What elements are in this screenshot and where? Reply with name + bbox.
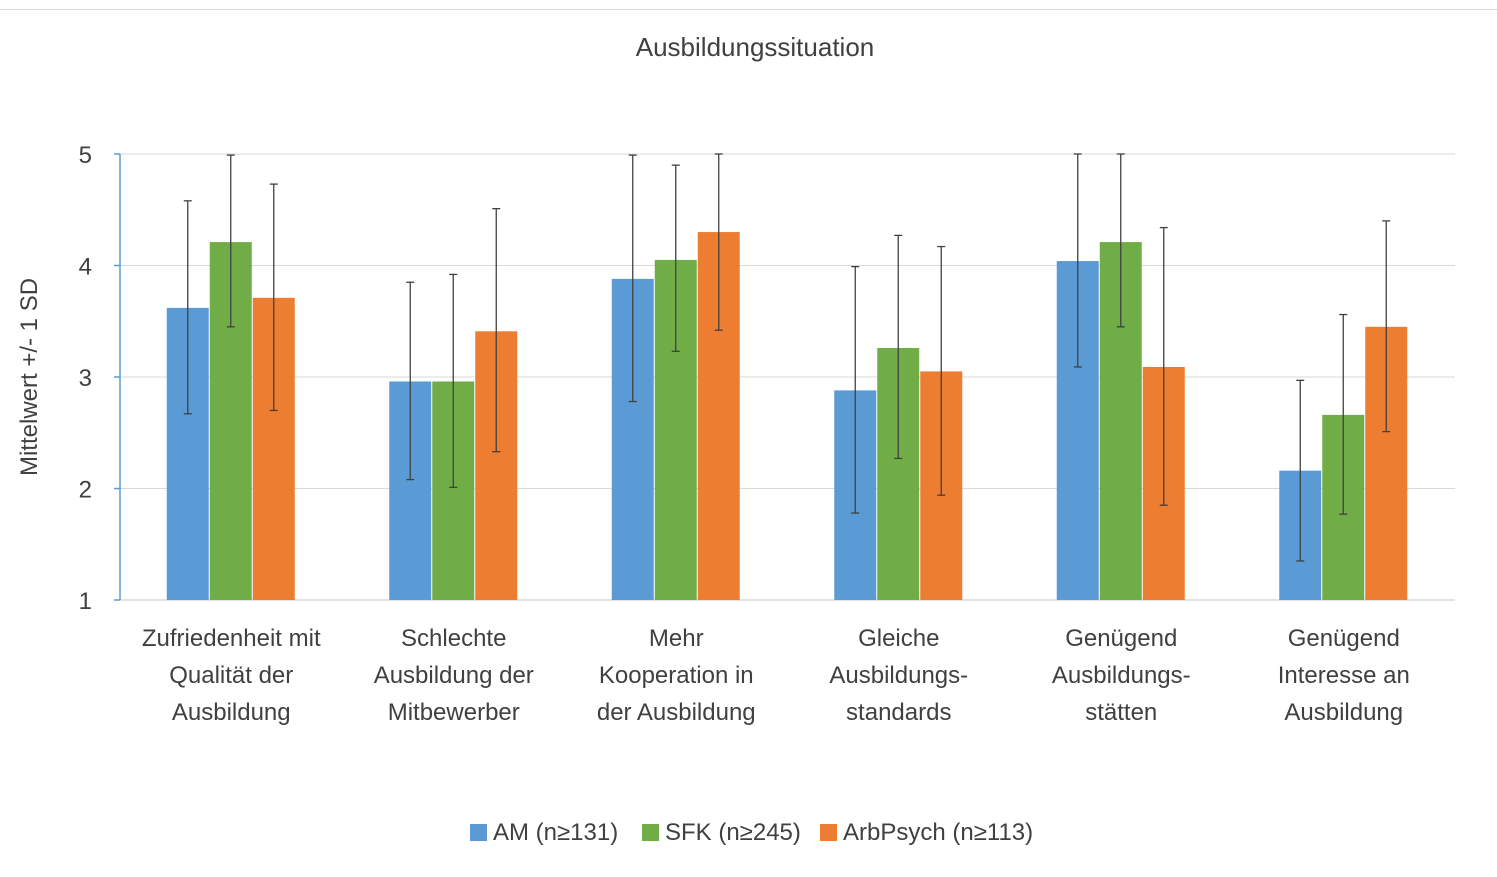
error-bars — [183, 153, 1391, 562]
x-category-label-line: Mehr — [649, 625, 704, 652]
y-tick-label: 5 — [79, 142, 92, 169]
x-category-label-line: Ausbildungs- — [829, 662, 968, 689]
x-category-label-line: Ausbildung — [1284, 699, 1403, 726]
x-category-label-line: Schlechte — [401, 625, 506, 652]
legend-swatch — [820, 824, 837, 841]
x-category-label-line: Ausbildung der — [374, 662, 534, 689]
x-category-label-line: standards — [846, 699, 951, 726]
x-category-label-line: Ausbildungs- — [1052, 662, 1191, 689]
legend-label: SFK (n≥245) — [665, 819, 801, 846]
x-category-label: Zufriedenheit mit Qualität der Ausbildung — [142, 625, 321, 726]
gridlines — [120, 153, 1455, 489]
y-tick-label: 1 — [79, 588, 92, 615]
bars — [166, 232, 1408, 601]
x-category-label-line: Genügend — [1288, 625, 1400, 652]
chart-title: Ausbildungssituation — [636, 32, 875, 62]
legend-swatch — [642, 824, 659, 841]
x-category-label: Schlechte Ausbildung der Mitbewerber — [374, 625, 534, 726]
x-category-label-line: Genügend — [1065, 625, 1177, 652]
x-category-label-line: Interesse an — [1278, 662, 1410, 689]
y-tick-label: 2 — [79, 477, 92, 504]
x-category-label: Genügend Ausbildungs-stätten — [1052, 625, 1191, 726]
legend-label: ArbPsych (n≥113) — [843, 819, 1033, 846]
legend: AM (n≥131) SFK (n≥245) ArbPsych (n≥113) — [470, 819, 1033, 846]
x-category-label-line: der Ausbildung — [597, 699, 756, 726]
y-axis-title: Mittelwert +/- 1 SD — [16, 278, 43, 476]
x-category-label: Mehr Kooperation in der Ausbildung — [597, 625, 756, 726]
x-category-label-line: Gleiche — [858, 625, 939, 652]
legend-label: AM (n≥131) — [493, 819, 618, 846]
x-category-label-line: Mitbewerber — [388, 699, 520, 726]
x-category-label-line: Qualität der — [169, 662, 293, 689]
x-category-label: Gleiche Ausbildungs-standards — [829, 625, 968, 726]
x-category-label-line: stätten — [1085, 699, 1157, 726]
y-tick-label: 4 — [79, 254, 92, 281]
legend-swatch — [470, 824, 487, 841]
axis-labels: 1 2 3 4 5 Zufriedenheit mit Qualität der Ausbil… — [79, 142, 1410, 726]
x-category-label-line: Kooperation in — [599, 662, 754, 689]
x-category-label-line: Ausbildung — [172, 699, 291, 726]
axes — [114, 153, 1455, 601]
x-category-label: Genügend Interesse an Ausbildung — [1278, 625, 1410, 726]
y-tick-label: 3 — [79, 365, 92, 392]
x-category-label-line: Zufriedenheit mit — [142, 625, 321, 652]
top-border-line — [0, 9, 1497, 10]
